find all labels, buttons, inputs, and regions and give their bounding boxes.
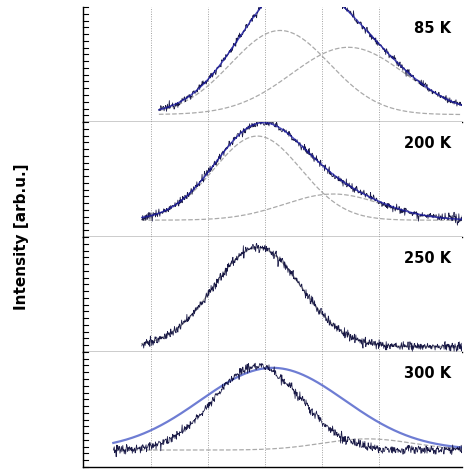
Text: Intensity [arb.u.]: Intensity [arb.u.] bbox=[14, 164, 29, 310]
Text: 200 K: 200 K bbox=[404, 136, 451, 151]
Text: 300 K: 300 K bbox=[404, 366, 451, 381]
Text: 85 K: 85 K bbox=[414, 21, 451, 36]
Text: 250 K: 250 K bbox=[404, 251, 451, 266]
